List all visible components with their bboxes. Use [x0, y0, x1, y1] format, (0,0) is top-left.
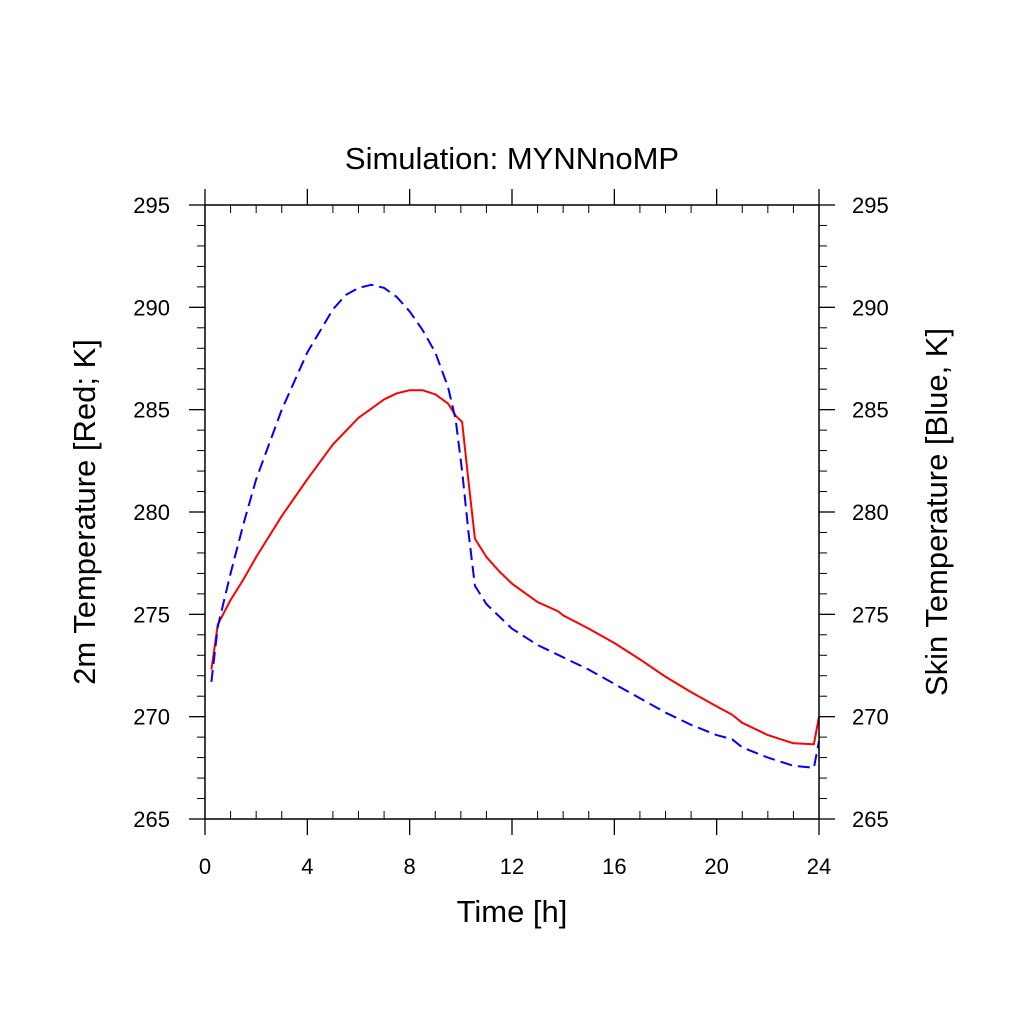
y-tick-label-right: 275	[852, 602, 889, 627]
y-tick-label-right: 295	[852, 193, 889, 218]
plot-frame	[204, 204, 820, 820]
y-axis-title-right: Skin Temperature [Blue, K]	[919, 328, 954, 696]
y-tick-label-left: 290	[133, 295, 170, 320]
series-line-2m-temperature	[210, 389, 820, 746]
y-tick-label-left: 280	[133, 500, 170, 525]
y-tick-label-left: 275	[133, 602, 170, 627]
minor-ticks	[197, 205, 827, 819]
series-line-skin-temperature	[210, 283, 820, 769]
x-tick-label: 16	[602, 854, 626, 879]
chart-title: Simulation: MYNNnoMP	[345, 141, 679, 176]
y-tick-label-right: 265	[852, 807, 889, 832]
series-layer	[210, 283, 820, 769]
y-tick-label-left: 285	[133, 398, 170, 423]
y-tick-label-left: 265	[133, 807, 170, 832]
x-axis-title: Time [h]	[457, 894, 568, 929]
y-tick-label-right: 280	[852, 500, 889, 525]
y-tick-label-right: 270	[852, 705, 889, 730]
y-tick-label-right: 285	[852, 398, 889, 423]
x-tick-label: 20	[704, 854, 728, 879]
y-tick-label-left: 295	[133, 193, 170, 218]
x-tick-label: 24	[807, 854, 831, 879]
tick-labels: 0 4 8 12 16 20 24 265 265 270 270 275 275 280 280 285 28…	[133, 193, 888, 879]
x-tick-label: 4	[301, 854, 313, 879]
y-tick-label-right: 290	[852, 295, 889, 320]
x-tick-label: 8	[404, 854, 416, 879]
y-tick-label-left: 270	[133, 705, 170, 730]
x-tick-label: 0	[199, 854, 211, 879]
major-ticks	[189, 189, 835, 835]
y-axis-title-left: 2m Temperature [Red; K]	[67, 339, 102, 685]
x-tick-label: 12	[500, 854, 524, 879]
